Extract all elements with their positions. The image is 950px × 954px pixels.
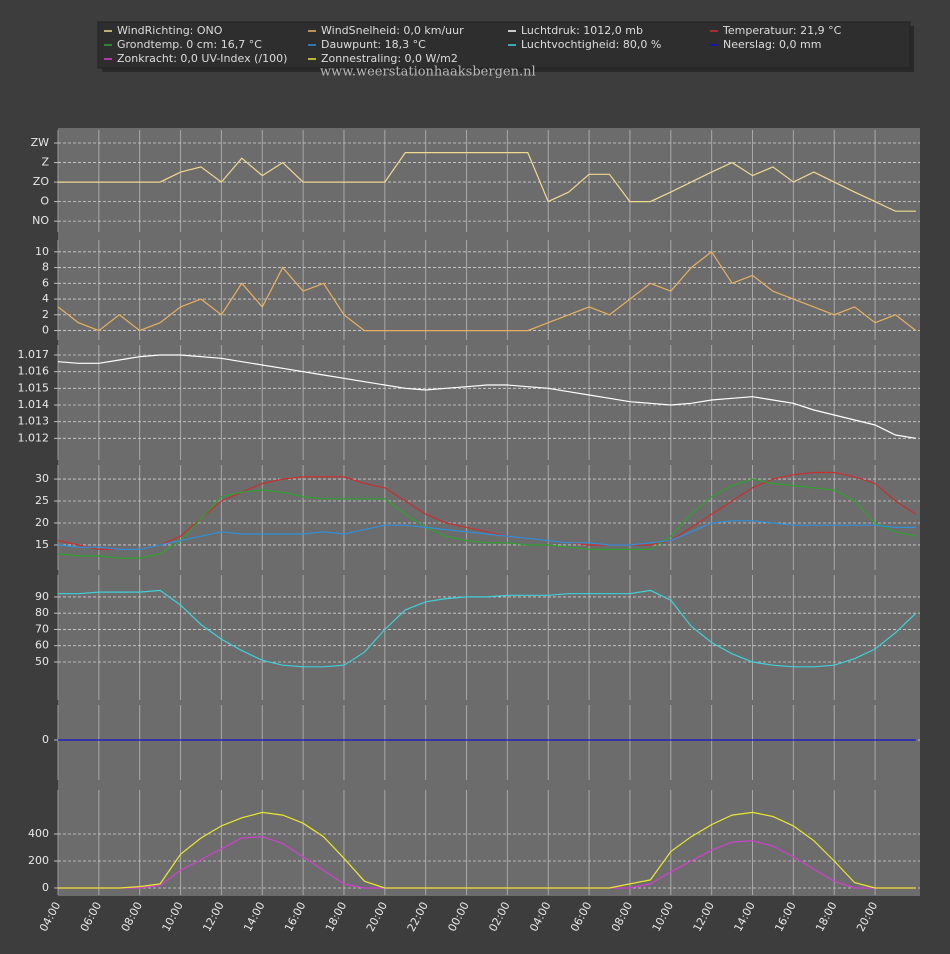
y-tick-label: O xyxy=(40,195,49,208)
legend-label: WindSnelheid: 0,0 km/uur xyxy=(321,24,464,37)
y-tick-label: ZW xyxy=(31,136,50,149)
series-line xyxy=(58,152,916,212)
legend-label: Luchtdruk: 1012,0 mb xyxy=(521,24,643,37)
legend-label: Zonkracht: 0,0 UV-Index (/100) xyxy=(117,52,287,65)
series-line xyxy=(57,354,916,439)
y-tick-label: 8 xyxy=(42,261,49,274)
legend-label: Grondtemp. 0 cm: 16,7 °C xyxy=(117,38,262,51)
y-tick-label: NO xyxy=(32,214,49,227)
y-tick-label: 70 xyxy=(35,622,49,635)
watermark: www.weerstationhaaksbergen.nl xyxy=(320,65,536,80)
legend-label: WindRichting: ONO xyxy=(117,24,223,37)
series-line xyxy=(58,589,917,668)
y-tick-label: 1.014 xyxy=(18,398,50,411)
legend-label: Dauwpunt: 18,3 °C xyxy=(321,38,426,51)
y-tick-label: 200 xyxy=(28,854,49,867)
series-line xyxy=(57,478,917,559)
y-tick-label: 50 xyxy=(35,655,49,668)
y-tick-label: 15 xyxy=(35,538,49,551)
y-tick-label: 1.015 xyxy=(18,381,50,394)
y-tick-label: Z xyxy=(41,156,49,169)
plot-area xyxy=(58,128,920,896)
legend-label: Neerslag: 0,0 mm xyxy=(723,38,821,51)
y-tick-label: 90 xyxy=(35,590,49,603)
y-tick-label: 400 xyxy=(28,827,49,840)
legend xyxy=(97,21,911,69)
y-tick-label: 1.016 xyxy=(18,365,50,378)
series-line xyxy=(57,250,917,332)
y-tick-label: ZO xyxy=(33,175,50,188)
y-tick-label: 0 xyxy=(42,881,49,894)
y-tick-label: 1.012 xyxy=(18,431,50,444)
y-tick-label: 25 xyxy=(35,494,49,507)
y-tick-label: 20 xyxy=(35,516,49,529)
series-line xyxy=(57,520,916,550)
y-tick-label: 0 xyxy=(42,733,49,746)
y-tick-label: 1.013 xyxy=(18,415,50,428)
legend-label: Temperatuur: 21,9 °C xyxy=(722,24,842,37)
y-tick-label: 6 xyxy=(42,276,49,289)
y-tick-label: 1.017 xyxy=(18,348,50,361)
y-tick-label: 2 xyxy=(42,308,49,321)
y-tick-label: 4 xyxy=(42,292,49,305)
legend-label: Luchtvochtigheid: 80,0 % xyxy=(521,38,661,51)
y-tick-label: 30 xyxy=(35,472,49,485)
y-tick-label: 10 xyxy=(35,245,49,258)
marks xyxy=(57,152,917,889)
y-tick-label: 60 xyxy=(35,639,49,652)
y-tick-label: 80 xyxy=(35,606,49,619)
series-line xyxy=(58,811,916,889)
legend-label: Zonnestraling: 0,0 W/m2 xyxy=(321,52,458,65)
y-tick-label: 0 xyxy=(42,324,49,337)
